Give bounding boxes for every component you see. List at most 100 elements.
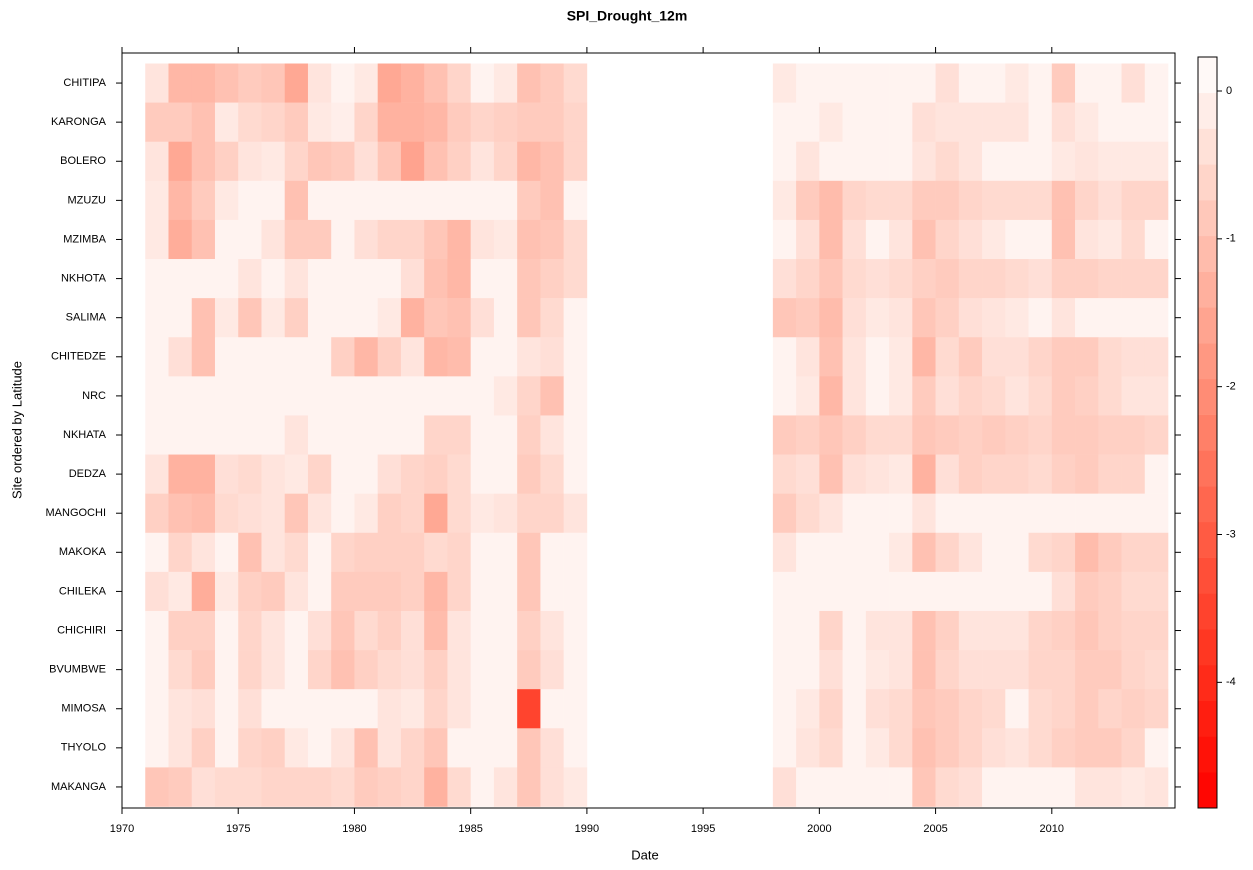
heat-cell [377, 337, 402, 377]
heat-cell [796, 493, 820, 534]
heat-cell [563, 415, 588, 455]
heat-cell [982, 610, 1006, 651]
heat-cell [912, 454, 936, 494]
heat-cell [912, 141, 936, 182]
heat-cell [1098, 180, 1122, 221]
heat-cell [238, 337, 262, 377]
heat-cell [865, 650, 890, 690]
heat-cell [145, 337, 169, 377]
heat-cell [1121, 141, 1146, 182]
heat-cell [307, 298, 332, 338]
heat-cell [261, 141, 286, 182]
heat-cell [354, 259, 378, 299]
heat-cell [191, 219, 216, 260]
heat-cell [1028, 454, 1053, 494]
heat-cell [470, 532, 495, 573]
heat-cell [145, 259, 169, 299]
heat-cell [191, 454, 216, 494]
colorbar-band [1198, 486, 1217, 523]
heat-cell [517, 180, 541, 221]
colorbar-band [1198, 736, 1217, 773]
heat-cell [865, 298, 890, 338]
heat-cell [935, 298, 960, 338]
heat-cell [935, 180, 960, 221]
heat-cell [865, 415, 890, 455]
heat-cell [284, 650, 309, 690]
heat-cell [1144, 102, 1169, 143]
heat-cell [191, 650, 216, 690]
heat-cell [354, 532, 378, 573]
heat-cell [912, 493, 936, 534]
heat-cell [796, 259, 820, 299]
heat-cell [447, 376, 471, 416]
heat-cell [540, 454, 564, 494]
heat-cell [1075, 493, 1099, 534]
heat-cell [145, 493, 169, 534]
heat-cell [447, 141, 471, 182]
heat-cell [307, 728, 332, 768]
heat-cell [284, 767, 309, 807]
heat-cell [238, 376, 262, 416]
heat-cell [377, 571, 402, 612]
heat-cell [958, 610, 983, 651]
heat-cell [1005, 141, 1029, 182]
heat-cell [238, 728, 262, 768]
heat-cell [563, 571, 588, 612]
heat-cell [191, 415, 216, 455]
heat-cell [819, 610, 843, 651]
heat-cell [1098, 415, 1122, 455]
colorbar-band [1198, 557, 1217, 594]
heat-cell [145, 767, 169, 807]
heat-cell [354, 298, 378, 338]
heat-cell [563, 298, 588, 338]
heat-cell [517, 141, 541, 182]
heat-cell [1075, 571, 1099, 612]
heat-cell [168, 102, 193, 143]
heat-cell [1075, 141, 1099, 182]
heat-cell [1144, 493, 1169, 534]
heat-cell [563, 141, 588, 182]
heat-cell [935, 337, 960, 377]
heat-cell [563, 180, 588, 221]
x-tick-label: 1980 [342, 823, 366, 835]
heat-cell [493, 376, 518, 416]
heat-cell [540, 180, 564, 221]
heat-cell [400, 102, 425, 143]
heat-cell [493, 141, 518, 182]
heat-cell [261, 219, 286, 260]
heat-cell [168, 689, 193, 729]
heat-cell [331, 376, 355, 416]
y-tick-label: MAKANGA [51, 781, 107, 793]
heat-cell [889, 298, 913, 338]
heat-cell [958, 376, 983, 416]
heat-cell [912, 532, 936, 573]
colorbar-band [1198, 164, 1217, 201]
heat-cell [331, 259, 355, 299]
heat-cell [1051, 689, 1076, 729]
heat-cell [1028, 298, 1053, 338]
heat-cell [400, 689, 425, 729]
heat-cell [400, 415, 425, 455]
heat-cell [1121, 767, 1146, 807]
heat-cell [772, 102, 797, 143]
heat-cell [168, 180, 193, 221]
heat-cell [1144, 259, 1169, 299]
heat-cell [1005, 298, 1029, 338]
heat-cell [1028, 571, 1053, 612]
heat-cell [1051, 767, 1076, 807]
heat-cell [145, 219, 169, 260]
heat-cell [517, 298, 541, 338]
heat-cell [772, 571, 797, 612]
heat-cell [772, 376, 797, 416]
heat-cell [1144, 650, 1169, 690]
heat-cell [400, 219, 425, 260]
heat-cell [1028, 493, 1053, 534]
heat-cell [1051, 376, 1076, 416]
heat-cell [168, 454, 193, 494]
heat-cell [1028, 532, 1053, 573]
heat-cell [1121, 102, 1146, 143]
heat-cell [168, 532, 193, 573]
heat-cell [772, 337, 797, 377]
y-tick-label: NKHOTA [61, 272, 107, 284]
